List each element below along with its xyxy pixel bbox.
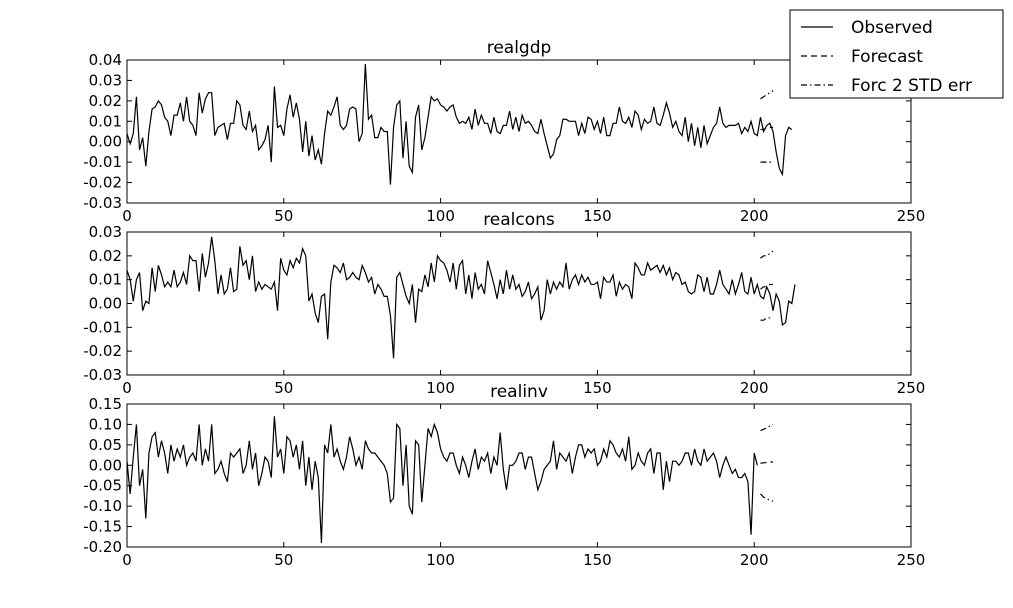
legend-box (789, 9, 1004, 99)
y-tick-label: 0.15 (89, 395, 122, 413)
upper-2std-line (760, 423, 774, 432)
forecast-line (760, 126, 774, 131)
y-tick-label: 0.10 (89, 415, 122, 433)
axes-frame (126, 403, 912, 548)
y-tick-label: -0.02 (83, 342, 122, 360)
y-tick-label: 0.02 (89, 92, 122, 110)
upper-2std-line (760, 90, 774, 100)
observed-line (126, 416, 758, 543)
x-tick-label: 250 (897, 379, 926, 397)
subplot-realgdp: realgdp 0 50 100 150 200 250 -0.03 -0.02 -0.01 0.0… (83, 38, 925, 225)
y-tick-label: -0.05 (83, 477, 122, 495)
x-tick-label: 150 (583, 551, 612, 569)
x-tick-label: 50 (274, 379, 293, 397)
x-tick-label: 100 (426, 379, 455, 397)
x-tick-label: 0 (122, 379, 132, 397)
legend: Observed Forecast Forc 2 STD err (789, 9, 1004, 99)
y-tick-label: 0.00 (89, 295, 122, 313)
y-tick-label: 0.01 (89, 271, 122, 289)
x-tick-label: 150 (583, 379, 612, 397)
lower-2std-line (760, 317, 774, 321)
legend-label: Observed (851, 18, 933, 38)
subplot-title: realcons (483, 210, 555, 230)
x-tick-label: 150 (583, 207, 612, 225)
y-tick-label: 0.05 (89, 436, 122, 454)
axes-frame (126, 59, 912, 204)
x-tick-label: 100 (426, 207, 455, 225)
observed-line (126, 236, 796, 359)
lower-2std-line (760, 493, 774, 502)
y-tick-label: 0.00 (89, 456, 122, 474)
subplot-realinv: realinv 0 50 100 150 200 250 -0.20 -0.15 -0.10 -0.… (83, 382, 925, 569)
y-tick-label: -0.15 (83, 518, 122, 536)
legend-label: Forecast (851, 47, 923, 67)
x-tick-label: 50 (274, 551, 293, 569)
y-tick-label: -0.03 (83, 194, 122, 212)
forecast-line (760, 461, 774, 464)
y-tick-label: -0.02 (83, 174, 122, 192)
y-tick-label: 0.04 (89, 51, 122, 69)
y-tick-label: -0.01 (83, 318, 122, 336)
x-tick-label: 50 (274, 207, 293, 225)
legend-label: Forc 2 STD err (851, 76, 972, 96)
x-tick-label: 0 (122, 551, 132, 569)
x-tick-label: 250 (897, 207, 926, 225)
y-tick-label: -0.10 (83, 497, 122, 515)
subplot-realcons: realcons 0 50 100 150 200 250 -0.03 -0.02 -0.01 0.… (83, 210, 925, 397)
x-tick-label: 0 (122, 207, 132, 225)
y-tick-label: 0.01 (89, 112, 122, 130)
upper-2std-line (760, 250, 774, 259)
x-tick-label: 250 (897, 551, 926, 569)
subplot-title: realinv (490, 382, 548, 402)
subplot-title: realgdp (487, 38, 552, 58)
forecast-line (760, 283, 774, 290)
x-tick-label: 200 (740, 379, 769, 397)
x-tick-label: 200 (740, 551, 769, 569)
y-tick-label: 0.03 (89, 223, 122, 241)
y-tick-label: -0.03 (83, 366, 122, 384)
y-tick-label: 0.02 (89, 247, 122, 265)
y-tick-label: 0.00 (89, 133, 122, 151)
x-tick-label: 200 (740, 207, 769, 225)
y-tick-label: -0.20 (83, 538, 122, 556)
y-tick-label: -0.01 (83, 153, 122, 171)
x-tick-label: 100 (426, 551, 455, 569)
observed-line (126, 64, 793, 185)
y-tick-label: 0.03 (89, 71, 122, 89)
